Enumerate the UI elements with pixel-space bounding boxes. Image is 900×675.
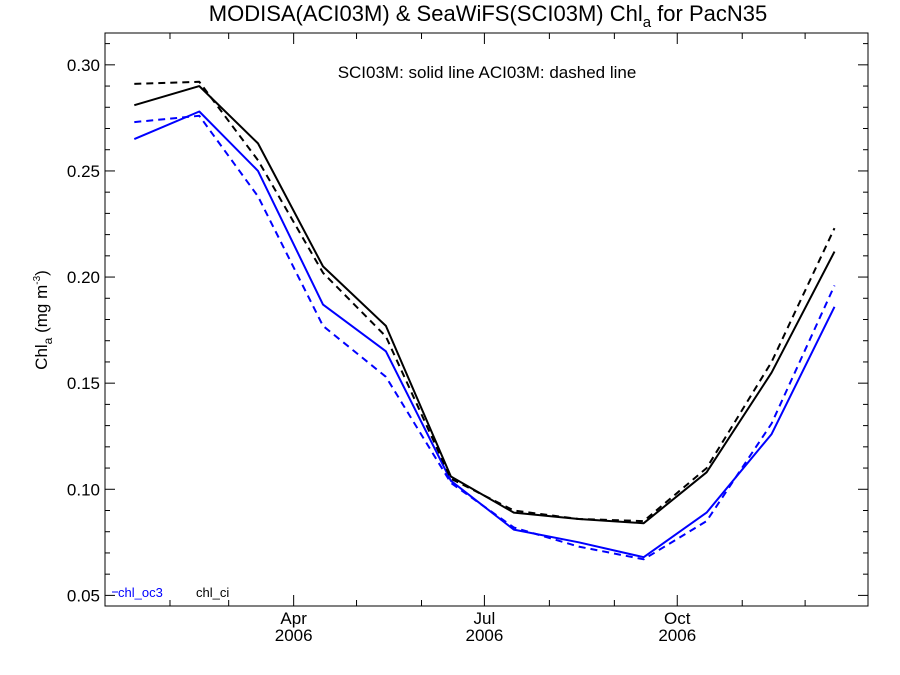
y-tick-label: 0.20 — [67, 268, 100, 287]
plot-frame — [104, 32, 869, 607]
legend-label-chl-oc3: chl_oc3 — [118, 585, 163, 600]
x-tick-label-month: Oct — [664, 609, 691, 628]
legend: chl_oc3 chl_ci — [112, 585, 229, 600]
y-tick-label: 0.05 — [67, 586, 100, 605]
y-tick-label: 0.10 — [67, 480, 100, 499]
legend-label-chl-ci: chl_ci — [196, 585, 229, 600]
y-axis-label: Chla (mg m-3) — [32, 270, 55, 370]
line-style-note: SCI03M: solid line ACI03M: dashed line — [338, 63, 637, 82]
y-tick-label: 0.30 — [67, 56, 100, 75]
axes: 0.050.100.150.200.250.30Apr2006Jul2006Oc… — [67, 32, 869, 645]
x-tick-label-year: 2006 — [658, 626, 696, 645]
x-tick-label-year: 2006 — [275, 626, 313, 645]
x-tick-label-month: Apr — [280, 609, 307, 628]
series-line-chl-oc3-sci03m — [133, 110, 836, 559]
series-layer — [133, 80, 836, 561]
series-line-chl-oc3-aci03m — [134, 114, 836, 561]
chart-title: MODISA(ACI03M) & SeaWiFS(SCI03M) Chla fo… — [209, 1, 767, 31]
x-tick-label-month: Jul — [474, 609, 496, 628]
series-line-chl-ci-aci03m — [134, 80, 836, 523]
x-tick-label-year: 2006 — [465, 626, 503, 645]
y-tick-label: 0.25 — [67, 162, 100, 181]
series-line-chl-ci-sci03m — [134, 85, 836, 525]
y-tick-label: 0.15 — [67, 374, 100, 393]
